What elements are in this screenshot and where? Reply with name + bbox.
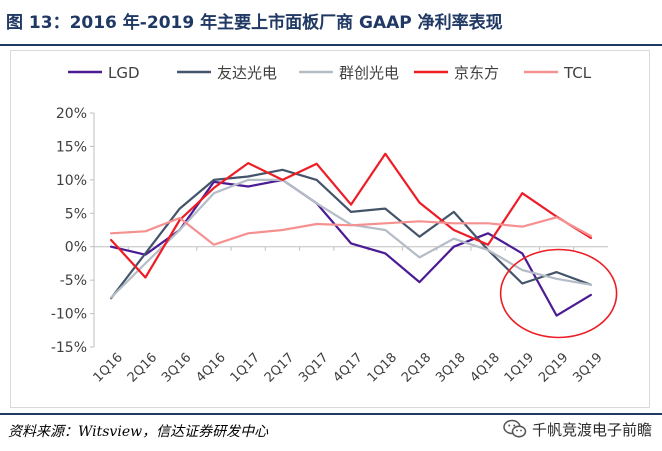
x-tick-label: 3Q19 bbox=[570, 350, 605, 385]
legend-label: LGD bbox=[108, 64, 140, 82]
legend-label: 友达光电 bbox=[217, 64, 277, 82]
y-tick-label: 5% bbox=[65, 206, 87, 222]
series-lines bbox=[109, 152, 593, 317]
x-tick-label: 2Q17 bbox=[262, 350, 297, 385]
series-line-1 bbox=[109, 168, 593, 300]
series-line-3 bbox=[109, 152, 593, 279]
legend-label: 京东方 bbox=[454, 64, 499, 82]
y-tick-label: 20% bbox=[56, 106, 87, 122]
x-tick-label: 3Q17 bbox=[296, 350, 331, 385]
watermark-text: 千帆竞渡电子前瞻 bbox=[531, 420, 652, 439]
y-tick-label: -5% bbox=[60, 273, 87, 289]
series-line-4 bbox=[109, 216, 593, 246]
chart-legend: LGD 友达光电 群创光电 京东方 TCL bbox=[68, 64, 592, 82]
x-tick-label: 1Q18 bbox=[365, 350, 400, 385]
watermark: 千帆竞渡电子前瞻 bbox=[503, 414, 652, 444]
y-axis: 20% 15% 10% 5% 0% -5% -10% -15% bbox=[51, 106, 95, 356]
wechat-icon bbox=[503, 419, 527, 438]
x-tick-label: 4Q16 bbox=[193, 350, 228, 385]
x-tick-label: 2Q18 bbox=[399, 350, 434, 385]
highlight-ellipse bbox=[499, 248, 618, 339]
source-rule bbox=[0, 413, 662, 415]
y-tick-label: 15% bbox=[56, 139, 87, 155]
x-tick-label: 3Q16 bbox=[159, 350, 194, 385]
y-tick-label: 0% bbox=[65, 240, 87, 256]
legend-label: TCL bbox=[563, 64, 592, 82]
x-tick-label: 4Q18 bbox=[468, 350, 503, 385]
x-tick-label: 1Q19 bbox=[502, 350, 537, 385]
legend-label: 群创光电 bbox=[339, 64, 399, 82]
line-chart: LGD 友达光电 群创光电 京东方 TCL 20% 15% 10% 5% 0% -5% -10% -1… bbox=[51, 64, 618, 386]
y-tick-label: -15% bbox=[51, 340, 87, 356]
title-rule bbox=[0, 44, 662, 46]
x-tick-label: 2Q16 bbox=[125, 350, 160, 385]
chart-annotation bbox=[499, 248, 618, 339]
y-tick-label: -10% bbox=[51, 307, 87, 323]
chart-frame bbox=[10, 50, 650, 408]
source-note: 资料来源：Witsview，信达证券研发中心 bbox=[8, 424, 269, 440]
x-tick-label: 4Q17 bbox=[330, 350, 365, 385]
x-tick-label: 3Q18 bbox=[433, 350, 468, 385]
x-tick-label: 1Q17 bbox=[228, 350, 263, 385]
x-tick-label: 2Q19 bbox=[536, 350, 571, 385]
y-tick-label: 10% bbox=[56, 173, 87, 189]
x-tick-label: 1Q16 bbox=[91, 350, 126, 385]
figure-title: 图 13：2016 年-2019 年主要上市面板厂商 GAAP 净利率表现 bbox=[6, 13, 503, 33]
